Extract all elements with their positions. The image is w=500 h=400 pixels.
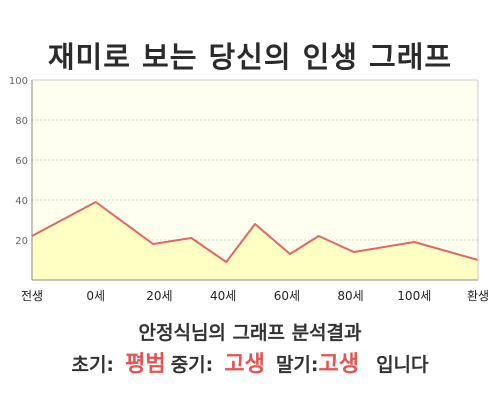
x-tick-label: 0세 <box>86 289 105 303</box>
x-tick-label: 60세 <box>274 289 300 303</box>
series-line <box>31 201 479 263</box>
late-value: 고생 <box>318 352 359 377</box>
y-tick-label: 20 <box>15 236 28 247</box>
x-tick-label: 100세 <box>397 289 431 303</box>
y-tick-label: 40 <box>15 196 28 207</box>
result-heading: 안정식님의 그래프 분석결과 <box>138 322 362 344</box>
x-tick-label: 전생 <box>21 289 43 303</box>
page-title: 재미로 보는 당신의 인생 그래프 <box>47 40 453 74</box>
result-suffix: 입니다 <box>376 354 429 376</box>
series-area <box>32 202 478 280</box>
y-tick-label: 100 <box>9 76 28 87</box>
x-tick-label: 80세 <box>337 289 363 303</box>
x-tick-label: 20세 <box>146 289 172 303</box>
x-tick-label: 40세 <box>210 289 236 303</box>
middle-value: 고생 <box>224 352 265 377</box>
middle-label: 중기: <box>170 354 214 376</box>
life-graph-chart: 20 40 60 80 100 전생 0세 20세 40세 60세 80세 100세 환생 <box>9 76 489 303</box>
late-label: 말기: <box>275 354 319 376</box>
y-tick-label: 60 <box>15 156 28 167</box>
early-value: 평범 <box>125 352 166 377</box>
early-label: 초기: <box>71 354 115 376</box>
result-summary: 초기: 평범 중기: 고생 말기:고생 입니다 <box>0 346 500 378</box>
x-tick-label: 환생 <box>467 289 489 303</box>
y-tick-label: 80 <box>15 116 28 127</box>
